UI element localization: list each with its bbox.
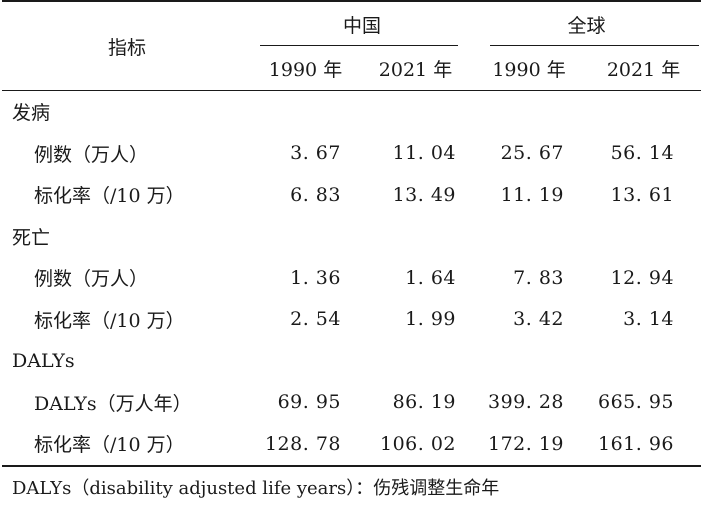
year-header-global-1990: 1990 年 [472, 46, 587, 91]
cell-value: 3. 67 [290, 142, 341, 165]
section-row-death: 死亡 [2, 216, 701, 258]
data-table: 指标 中国 全球 1990 年 2021 年 1990 年 2021 年 [2, 0, 702, 467]
table-row: 例数（万人） 3. 67 11. 04 25. 67 56. 14 [2, 133, 701, 175]
year-header-china-1990: 1990 年 [252, 46, 359, 91]
cell-value: 7. 83 [513, 266, 565, 289]
year-header-global-2021: 2021 年 [586, 46, 702, 91]
cell-value: 2. 54 [290, 308, 341, 331]
cell-value: 1. 64 [405, 266, 457, 289]
cell-value: 11. 19 [500, 183, 565, 206]
row-label: 标化率（/10 万） [34, 309, 185, 332]
indicator-header: 指标 [2, 0, 252, 91]
section-title-dalys: DALYs [12, 349, 75, 372]
row-label: DALYs（万人年） [34, 392, 192, 415]
year-header-china-2021: 2021 年 [359, 46, 473, 91]
cell-value: 25. 67 [500, 142, 565, 165]
cell-value: 69. 95 [277, 391, 341, 414]
row-label: 标化率（/10 万） [34, 185, 185, 208]
group-header-global: 全球 [472, 0, 702, 46]
cell-value: 161. 96 [586, 423, 702, 467]
cell-value: 1. 99 [405, 308, 457, 331]
table-row: 标化率（/10 万） 6. 83 13. 49 11. 19 13. 61 [2, 174, 701, 216]
table-row: 标化率（/10 万） 128. 78 106. 02 172. 19 161. … [2, 423, 702, 467]
data-table-container: 指标 中国 全球 1990 年 2021 年 1990 年 2021 年 [2, 0, 702, 467]
cell-value: 399. 28 [487, 391, 565, 414]
row-label: 标化率（/10 万） [2, 423, 252, 467]
header-group-row: 指标 中国 全球 [2, 0, 702, 91]
cell-value: 56. 14 [610, 142, 675, 165]
cell-value: 665. 95 [598, 391, 675, 414]
section-title-incidence: 发病 [12, 102, 51, 125]
table-row: DALYs（万人年） 69. 95 86. 19 399. 28 665. 95 [2, 382, 701, 424]
group-header-china-label: 中国 [343, 14, 382, 37]
section-title-death: 死亡 [12, 226, 51, 249]
row-label: 例数（万人） [34, 268, 149, 291]
section-row-incidence: 发病 [2, 91, 701, 133]
table-row: 例数（万人） 1. 36 1. 64 7. 83 12. 94 [2, 257, 701, 299]
cell-value: 106. 02 [359, 423, 473, 467]
group-underline-china [260, 45, 459, 46]
cell-value: 128. 78 [252, 423, 359, 467]
cell-value: 86. 19 [392, 391, 457, 414]
cell-value: 12. 94 [610, 266, 675, 289]
cell-value: 172. 19 [472, 423, 587, 467]
header-year-row: 1990 年 2021 年 1990 年 2021 年 [2, 46, 702, 91]
table-footnote: DALYs（disability adjusted life years）：伤残… [12, 478, 500, 499]
cell-value: 3. 42 [513, 308, 565, 331]
table-row: 标化率（/10 万） 2. 54 1. 99 3. 42 3. 14 [2, 299, 701, 341]
cell-value: 1. 36 [290, 266, 341, 289]
section-row-dalys: DALYs [2, 340, 701, 382]
cell-value: 3. 14 [623, 308, 675, 331]
cell-value: 13. 49 [392, 183, 457, 206]
cell-value: 13. 61 [610, 183, 675, 206]
group-header-global-label: 全球 [567, 14, 606, 37]
row-label: 例数（万人） [34, 143, 149, 166]
cell-value: 6. 83 [290, 183, 341, 206]
cell-value: 11. 04 [392, 142, 457, 165]
group-underline-global [490, 45, 700, 46]
group-header-china: 中国 [252, 0, 473, 46]
